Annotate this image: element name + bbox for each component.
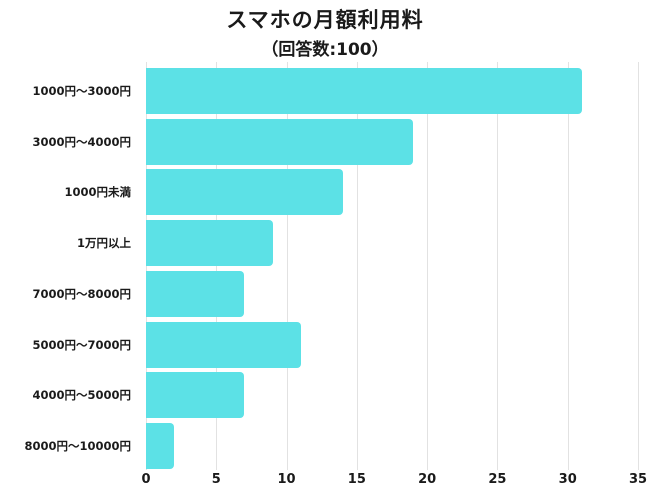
x-tick-label: 0 [141, 472, 151, 487]
chart-subtitle: （回答数:100） [261, 40, 389, 60]
bar [146, 169, 343, 216]
bar [146, 220, 273, 267]
gridline [497, 62, 499, 470]
y-category-label: 1万円以上 [76, 236, 131, 251]
gridline [638, 62, 639, 470]
bar [146, 118, 414, 165]
gridline [567, 62, 569, 470]
gridline [427, 62, 429, 470]
y-category-label: 7000円〜8000円 [32, 286, 131, 301]
gridline [356, 62, 358, 470]
y-category-label: 8000円〜10000円 [24, 438, 131, 453]
plot-area [146, 62, 639, 470]
y-category-label: 5000円〜7000円 [32, 337, 131, 352]
x-tick-label: 5 [211, 472, 221, 487]
y-category-label: 4000円〜5000円 [32, 388, 131, 403]
y-category-label: 1000円未満 [64, 185, 131, 200]
x-tick-label: 35 [628, 472, 648, 487]
bar [146, 372, 245, 419]
bar [146, 321, 301, 368]
x-tick-label: 15 [347, 472, 366, 487]
bar [146, 422, 175, 469]
bar [146, 270, 245, 317]
x-tick-label: 20 [418, 472, 437, 487]
gridline [286, 62, 288, 470]
x-tick-label: 30 [558, 472, 577, 487]
bar [146, 68, 582, 114]
x-tick-label: 10 [277, 472, 296, 487]
y-category-label: 1000円〜3000円 [32, 84, 131, 98]
x-tick-label: 25 [488, 472, 507, 487]
chart-title: スマホの月額利用料 [226, 8, 424, 32]
y-category-label: 3000円〜4000円 [32, 134, 131, 149]
